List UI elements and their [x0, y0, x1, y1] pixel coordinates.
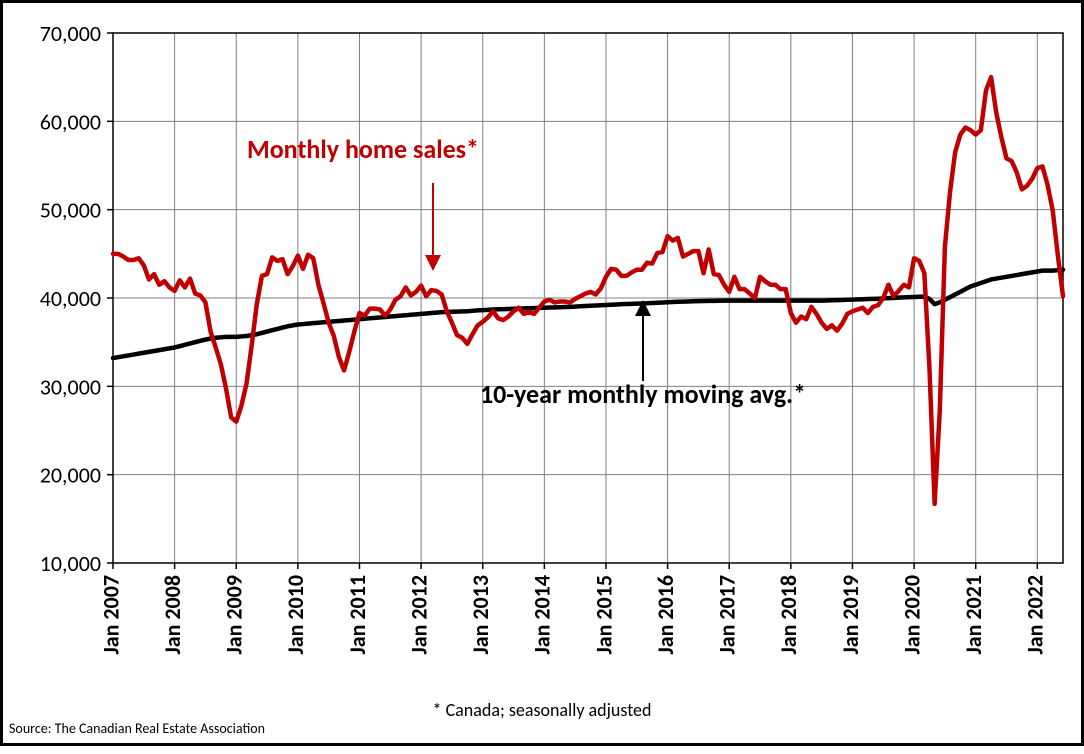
svg-text:Jan 2014: Jan 2014: [529, 575, 556, 655]
chart-frame: 10,000 20,000 30,000 40,000 50,000 60,000 70,0…: [0, 0, 1084, 746]
svg-text:40,000: 40,000: [40, 285, 101, 312]
svg-text:Jan 2021: Jan 2021: [960, 575, 987, 655]
svg-text:Jan 2022: Jan 2022: [1022, 575, 1049, 655]
source-attribution: Source: The Canadian Real Estate Associa…: [9, 720, 265, 737]
svg-text:30,000: 30,000: [40, 373, 101, 400]
svg-text:Jan 2016: Jan 2016: [652, 575, 679, 655]
svg-text:Jan 2017: Jan 2017: [714, 575, 741, 655]
svg-text:Jan 2020: Jan 2020: [898, 575, 925, 655]
svg-text:60,000: 60,000: [40, 108, 101, 135]
label-monthly-sales: Monthly home sales*: [247, 133, 479, 165]
svg-text:Jan 2015: Jan 2015: [590, 575, 617, 655]
svg-text:50,000: 50,000: [40, 197, 101, 224]
label-moving-avg: 10-year monthly moving avg.*: [480, 378, 806, 410]
svg-text:10,000: 10,000: [40, 550, 101, 577]
svg-text:Jan 2012: Jan 2012: [405, 575, 432, 655]
svg-text:Jan 2013: Jan 2013: [467, 575, 494, 655]
svg-text:Jan 2010: Jan 2010: [282, 575, 309, 655]
svg-text:Jan 2009: Jan 2009: [221, 575, 248, 655]
svg-text:70,000: 70,000: [40, 20, 101, 47]
svg-text:Jan 2011: Jan 2011: [344, 575, 371, 655]
svg-text:Jan 2018: Jan 2018: [775, 575, 802, 655]
svg-text:20,000: 20,000: [40, 462, 101, 489]
svg-text:Jan 2007: Jan 2007: [97, 575, 124, 655]
chart-canvas: 10,000 20,000 30,000 40,000 50,000 60,000 70,0…: [3, 3, 1081, 743]
chart-svg: 10,000 20,000 30,000 40,000 50,000 60,000 70,0…: [3, 3, 1084, 749]
svg-text:Jan 2008: Jan 2008: [159, 575, 186, 655]
svg-text:Jan 2019: Jan 2019: [837, 575, 864, 655]
footnote: * Canada; seasonally adjusted: [3, 699, 1081, 721]
